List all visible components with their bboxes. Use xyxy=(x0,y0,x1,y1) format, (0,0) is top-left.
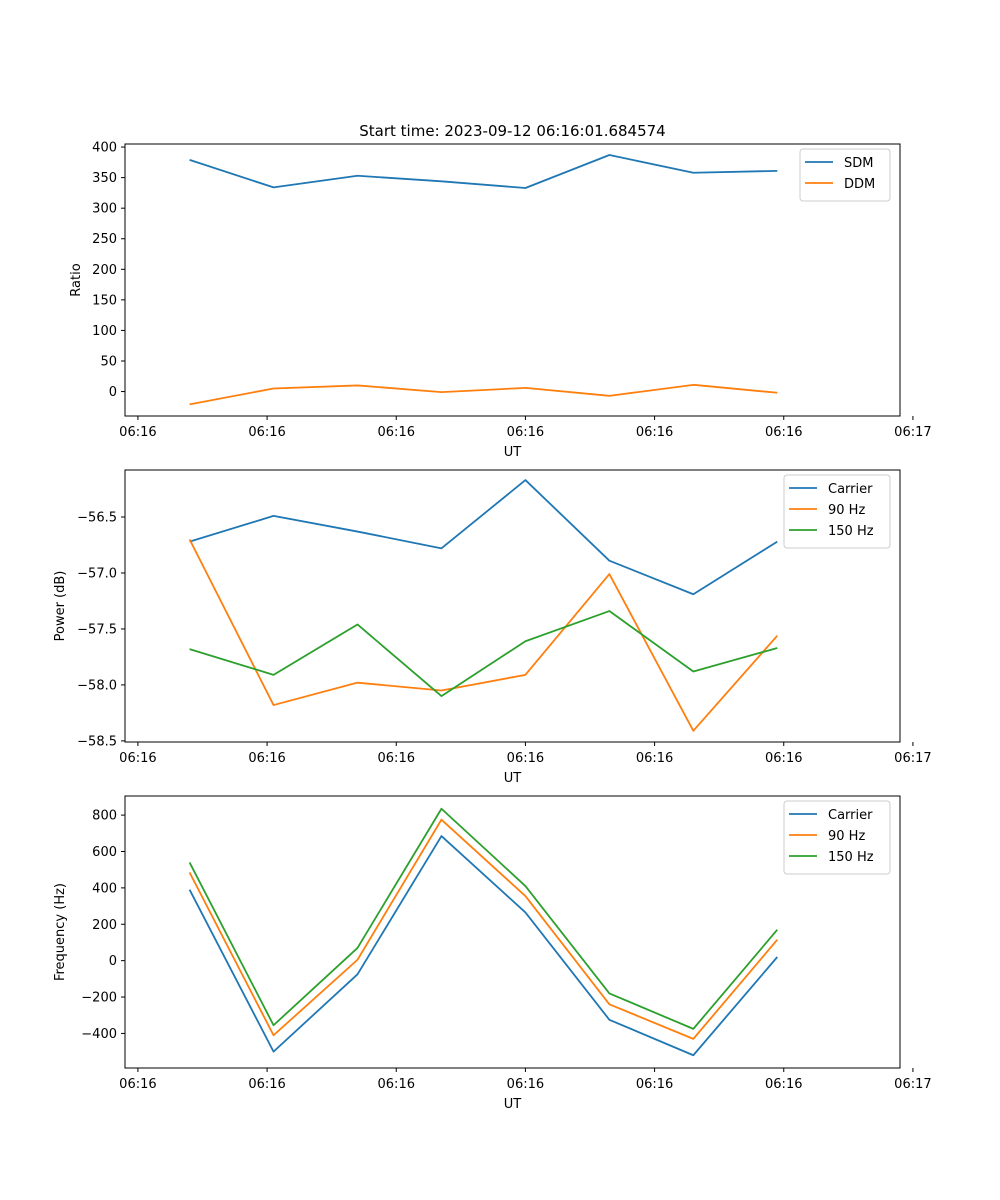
y-axis-label: Power (dB) xyxy=(53,571,68,642)
chart-panel-1: 06:16 06:16 06:16 06:16 06:16 06:16 06:17 0 50 10… xyxy=(69,141,932,460)
x-axis-label: UT xyxy=(504,1097,522,1112)
series-line-150-hz xyxy=(189,610,778,698)
y-tick-label: 200 xyxy=(92,263,117,278)
y-tick-label: 400 xyxy=(92,881,117,896)
y-tick-label: 400 xyxy=(92,141,117,156)
y-tick-label: −200 xyxy=(81,991,117,1006)
series-line-90-hz xyxy=(188,818,778,1040)
y-axis-label: Frequency (Hz) xyxy=(53,883,68,981)
axes-frame xyxy=(124,143,901,417)
x-tick-label: 06:16 xyxy=(765,751,802,766)
x-tick-label: 06:16 xyxy=(507,425,544,440)
x-tick-label: 06:17 xyxy=(894,1077,931,1092)
legend: Carrier 90 Hz 150 Hz xyxy=(783,474,891,549)
chart-panels: 06:16 06:16 06:16 06:16 06:16 06:16 06:17 0 50 10… xyxy=(53,141,932,1112)
legend-label: DDM xyxy=(844,177,875,192)
series-line-carrier xyxy=(188,835,778,1057)
x-tick-label: 06:16 xyxy=(378,751,415,766)
y-tick-label: 150 xyxy=(92,293,117,308)
y-tick-label: −56.5 xyxy=(77,511,117,526)
y-axis-label: Ratio xyxy=(69,263,84,296)
y-tick-label: 0 xyxy=(109,385,117,400)
legend-label: 90 Hz xyxy=(828,503,865,518)
legend-label: Carrier xyxy=(828,482,873,497)
y-tick-label: −57.5 xyxy=(77,622,117,637)
legend-label: Carrier xyxy=(828,808,873,823)
series-line-150-hz xyxy=(188,807,778,1030)
x-tick-label: 06:16 xyxy=(248,1077,285,1092)
x-tick-label: 06:16 xyxy=(507,1077,544,1092)
x-tick-label: 06:16 xyxy=(507,751,544,766)
legend-label: 90 Hz xyxy=(828,829,865,844)
series-line-90-hz xyxy=(188,538,778,732)
y-tick-label: 800 xyxy=(92,809,117,824)
x-axis-label: UT xyxy=(504,445,522,460)
x-tick-label: 06:16 xyxy=(378,1077,415,1092)
x-tick-label: 06:16 xyxy=(119,1077,156,1092)
x-tick-label: 06:16 xyxy=(248,751,285,766)
x-tick-label: 06:16 xyxy=(378,425,415,440)
y-tick-label: −58.5 xyxy=(77,734,117,749)
y-tick-label: −58.0 xyxy=(77,678,117,693)
legend: Carrier 90 Hz 150 Hz xyxy=(783,800,891,875)
x-tick-label: 06:16 xyxy=(636,1077,673,1092)
axes-frame xyxy=(124,795,901,1069)
y-tick-label: 300 xyxy=(92,202,117,217)
y-tick-label: −57.0 xyxy=(77,566,117,581)
x-tick-label: 06:16 xyxy=(119,425,156,440)
x-tick-label: 06:16 xyxy=(765,1077,802,1092)
figure-title: Start time: 2023-09-12 06:16:01.684574 xyxy=(359,122,665,140)
y-tick-label: −400 xyxy=(81,1027,117,1042)
series-line-carrier xyxy=(189,479,778,596)
x-tick-label: 06:17 xyxy=(894,751,931,766)
legend-label: 150 Hz xyxy=(828,850,874,865)
chart-panel-2: 06:16 06:16 06:16 06:16 06:16 06:16 06:17 −58.5… xyxy=(53,469,932,786)
y-tick-label: 200 xyxy=(92,918,117,933)
legend-label: 150 Hz xyxy=(828,524,874,539)
x-tick-label: 06:16 xyxy=(119,751,156,766)
x-tick-label: 06:17 xyxy=(894,425,931,440)
legend-label: SDM xyxy=(844,156,873,171)
x-tick-label: 06:16 xyxy=(765,425,802,440)
x-axis-label: UT xyxy=(504,771,522,786)
series-line-ddm xyxy=(189,383,778,406)
x-tick-label: 06:16 xyxy=(636,751,673,766)
y-tick-label: 100 xyxy=(92,324,117,339)
series-line-sdm xyxy=(189,154,778,189)
x-tick-label: 06:16 xyxy=(248,425,285,440)
y-tick-label: 50 xyxy=(100,354,117,369)
y-tick-label: 0 xyxy=(109,954,117,969)
y-tick-label: 350 xyxy=(92,171,117,186)
y-tick-label: 600 xyxy=(92,845,117,860)
x-tick-label: 06:16 xyxy=(636,425,673,440)
axes-frame xyxy=(124,469,901,743)
y-tick-label: 250 xyxy=(92,232,117,247)
chart-panel-3: 06:16 06:16 06:16 06:16 06:16 06:16 06:17 −400 −… xyxy=(53,795,932,1112)
legend: SDM DDM xyxy=(799,148,891,202)
